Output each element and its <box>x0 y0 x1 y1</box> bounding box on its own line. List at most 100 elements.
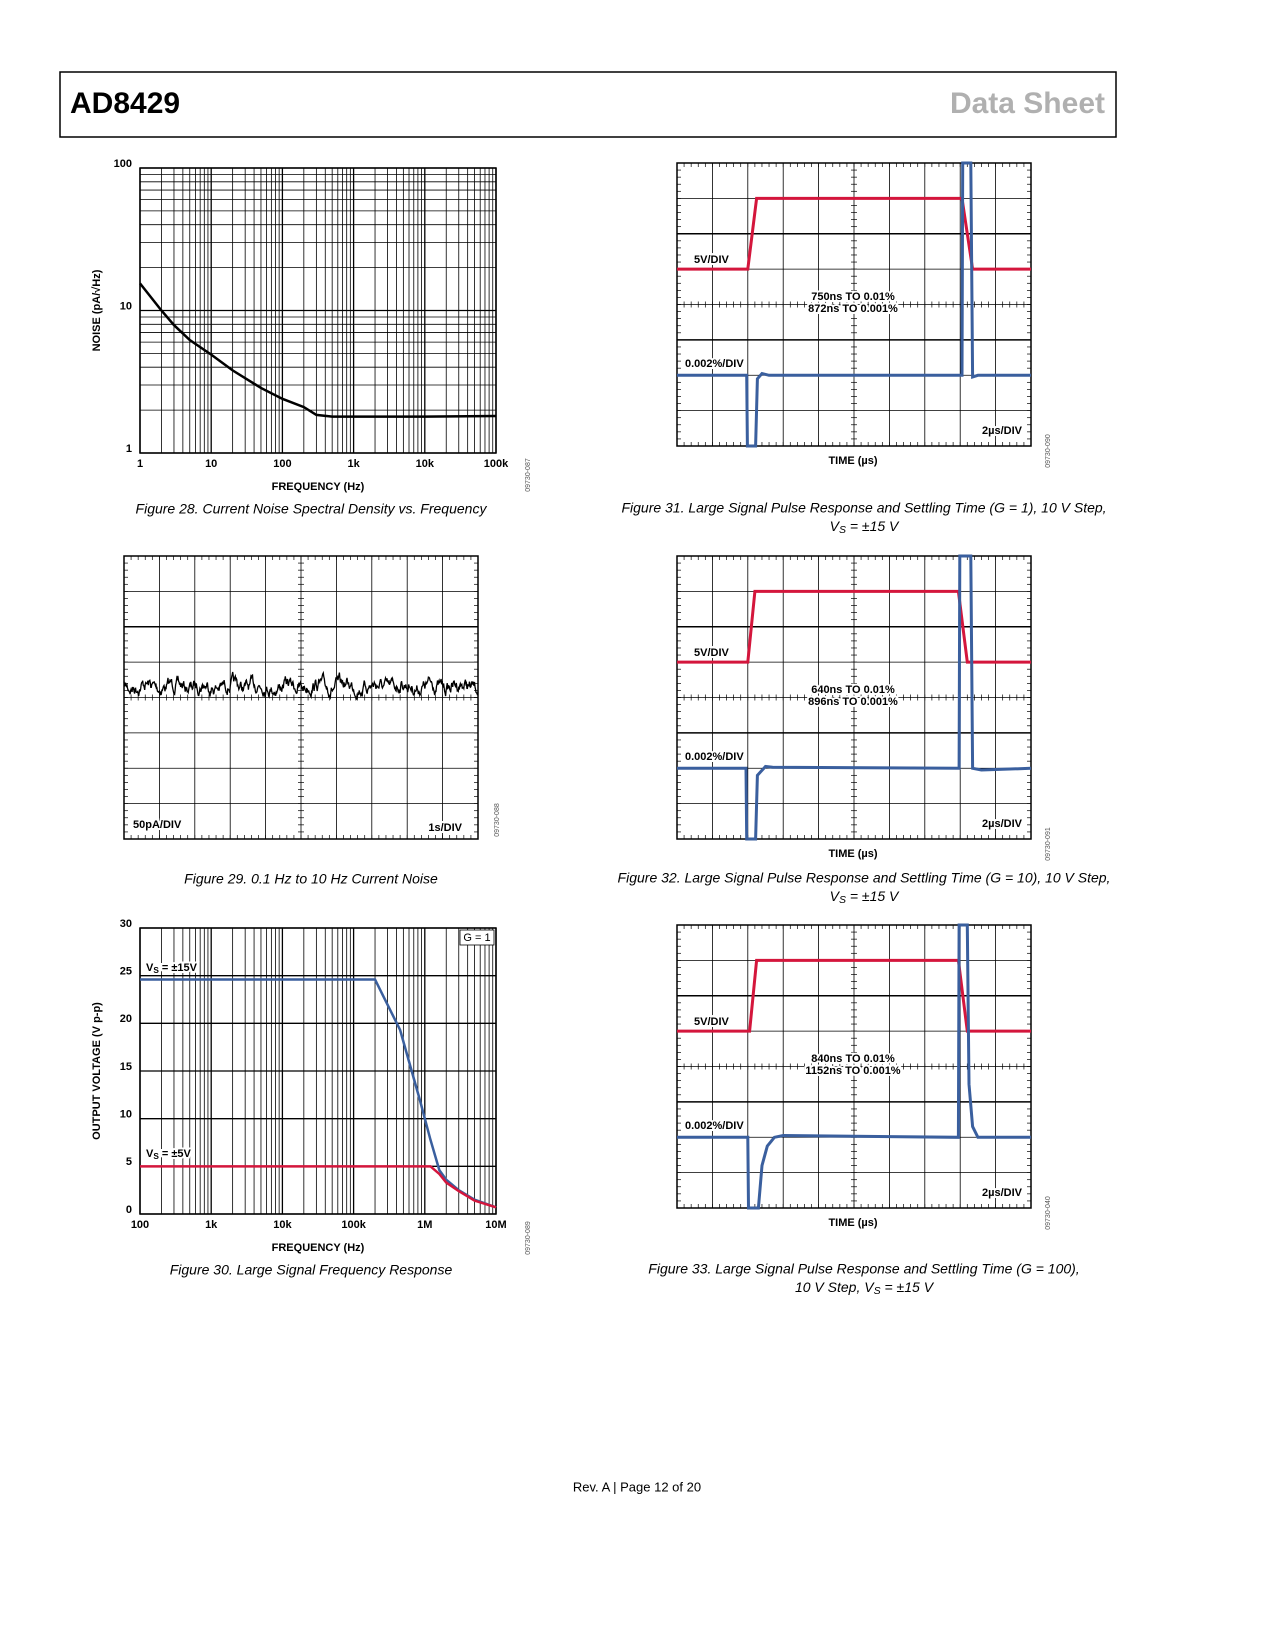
y-tick-label: 0 <box>126 1204 132 1216</box>
annotation: VS = ±15V <box>146 962 198 975</box>
y-tick-label: 1 <box>126 443 132 455</box>
annotation-part: = ±5V <box>159 1148 192 1160</box>
caption-line-part: S <box>839 524 846 536</box>
scale-label: 1s/DIV <box>428 822 462 834</box>
scale-label: 50pA/DIV <box>133 819 182 831</box>
x-tick-label: 100 <box>273 458 291 470</box>
scale-label: 5V/DIV <box>694 254 730 266</box>
y-tick-label: 20 <box>120 1013 132 1025</box>
y-axis-label: NOISE (pA/√Hz) <box>91 269 103 351</box>
scale-label: 2µs/DIV <box>982 818 1023 830</box>
annotation-part: S <box>153 1152 159 1161</box>
scope-frame <box>123 555 479 840</box>
x-tick-label: 100k <box>484 458 509 470</box>
scale-label: 5V/DIV <box>694 647 730 659</box>
caption: Figure 33. Large Signal Pulse Response a… <box>648 1261 1079 1277</box>
scope-frame <box>676 924 1032 1209</box>
pulse-plot: 5V/DIV 750ns TO 0.01%872ns TO 0.001% 0.002… <box>621 161 1107 516</box>
x-tick-label: 1M <box>417 1219 432 1231</box>
settling-trace <box>677 161 1031 448</box>
pulse-plot: 5V/DIV 640ns TO 0.01%896ns TO 0.001% 0.002… <box>618 554 1111 886</box>
header-box <box>59 71 1117 138</box>
input-trace <box>677 196 1031 271</box>
annotation-part: = ±15V <box>159 962 198 974</box>
x-tick-label: 10 <box>205 458 217 470</box>
scale-label: 0.002%/DIV <box>685 358 744 370</box>
caption-line: VS = ±15 V <box>830 888 900 906</box>
y-tick-label: 10 <box>120 1109 132 1121</box>
y-axis-label: OUTPUT VOLTAGE (V p-p) <box>91 1002 103 1140</box>
pulse-plot: 5V/DIV 840ns TO 0.01%1152ns TO 0.001% 0.00… <box>648 923 1080 1277</box>
caption: Figure 28. Current Noise Spectral Densit… <box>136 501 488 517</box>
gain-label: G = 1 <box>463 932 490 944</box>
x-tick-label: 1k <box>205 1219 218 1231</box>
settling-trace <box>677 923 1031 1210</box>
caption: Figure 32. Large Signal Pulse Response a… <box>618 870 1111 886</box>
settle-label: 896ns TO 0.001% <box>808 696 898 708</box>
caption-line: VS = ±15 V <box>830 518 900 536</box>
data-line <box>140 1165 497 1209</box>
x-tick-label: 1k <box>347 458 360 470</box>
caption-line: 10 V Step, VS = ±15 V <box>795 1279 935 1297</box>
figure-code: 09730-088 <box>494 803 501 837</box>
settle-label: 1152ns TO 0.001% <box>805 1065 900 1077</box>
y-tick-label: 100 <box>114 158 132 170</box>
x-tick-label: 10k <box>416 458 435 470</box>
caption: Figure 29. 0.1 Hz to 10 Hz Current Noise <box>184 871 438 887</box>
gain-box <box>459 929 495 946</box>
annotation-part: V <box>146 962 154 974</box>
scale-label: 0.002%/DIV <box>685 1120 744 1132</box>
caption-line-part: S <box>839 894 846 906</box>
settle-label: 872ns TO 0.001% <box>808 303 898 315</box>
doc-type: Data Sheet <box>950 87 1105 120</box>
scale-label: 2µs/DIV <box>982 425 1023 437</box>
scale-label: 5V/DIV <box>694 1016 730 1028</box>
x-tick-label: 1 <box>137 458 143 470</box>
noise-trace <box>123 670 479 701</box>
annotation: VS = ±5V <box>146 1148 192 1161</box>
figure-code: 09730-090 <box>1045 434 1052 468</box>
scale-label: 2µs/DIV <box>982 1187 1023 1199</box>
caption-line-part: V <box>864 1279 875 1295</box>
plot-frame <box>139 167 497 454</box>
caption-line-part: 10 V Step, <box>795 1279 864 1295</box>
input-trace <box>677 958 1031 1033</box>
data-line <box>139 282 497 418</box>
y-tick-label: 5 <box>126 1156 132 1168</box>
x-axis-label: TIME (µs) <box>828 848 877 860</box>
figure-code: 09730-087 <box>525 458 532 492</box>
caption-line-part: = ±15 V <box>846 888 900 904</box>
caption-line-part: V <box>830 888 841 904</box>
data-line <box>140 978 497 1209</box>
y-tick-label: 25 <box>120 966 132 978</box>
annotation-part: V <box>146 1148 154 1160</box>
caption: Figure 30. Large Signal Frequency Respon… <box>170 1262 453 1278</box>
scope-frame <box>676 162 1032 447</box>
scale-label: 0.002%/DIV <box>685 751 744 763</box>
caption-line-part: S <box>874 1285 881 1297</box>
settle-label: 750ns TO 0.01% <box>811 291 895 303</box>
figure-code: 09730-040 <box>1045 1196 1052 1230</box>
scope-frame <box>676 555 1032 840</box>
x-tick-label: 100k <box>341 1219 366 1231</box>
caption-line-part: V <box>830 518 841 534</box>
annotation-part: S <box>153 966 159 975</box>
figure-code: 09730-091 <box>1045 827 1052 861</box>
product-name: AD8429 <box>70 87 180 120</box>
y-tick-label: 30 <box>120 918 132 930</box>
footer: Rev. A | Page 12 of 20 <box>573 1479 701 1494</box>
x-axis-label: FREQUENCY (Hz) <box>272 481 365 493</box>
x-tick-label: 10k <box>273 1219 292 1231</box>
caption-line-part: = ±15 V <box>846 518 900 534</box>
caption: Figure 31. Large Signal Pulse Response a… <box>621 500 1106 516</box>
settle-label: 640ns TO 0.01% <box>811 684 895 696</box>
x-tick-label: 10M <box>485 1219 506 1231</box>
noise-plot: 50pA/DIV 1s/DIV Figure 29. 0.1 Hz to 10 Hz… <box>123 555 501 887</box>
caption-line-part: = ±15 V <box>881 1279 935 1295</box>
settle-label: 840ns TO 0.01% <box>811 1053 895 1065</box>
plot-frame <box>139 927 497 1215</box>
x-axis-label: FREQUENCY (Hz) <box>272 1242 365 1254</box>
y-tick-label: 15 <box>120 1061 132 1073</box>
chart: 1 10 100 1k 10k 100k 1 10 100 FREQUENCY (Hz) NOISE… <box>91 158 532 517</box>
